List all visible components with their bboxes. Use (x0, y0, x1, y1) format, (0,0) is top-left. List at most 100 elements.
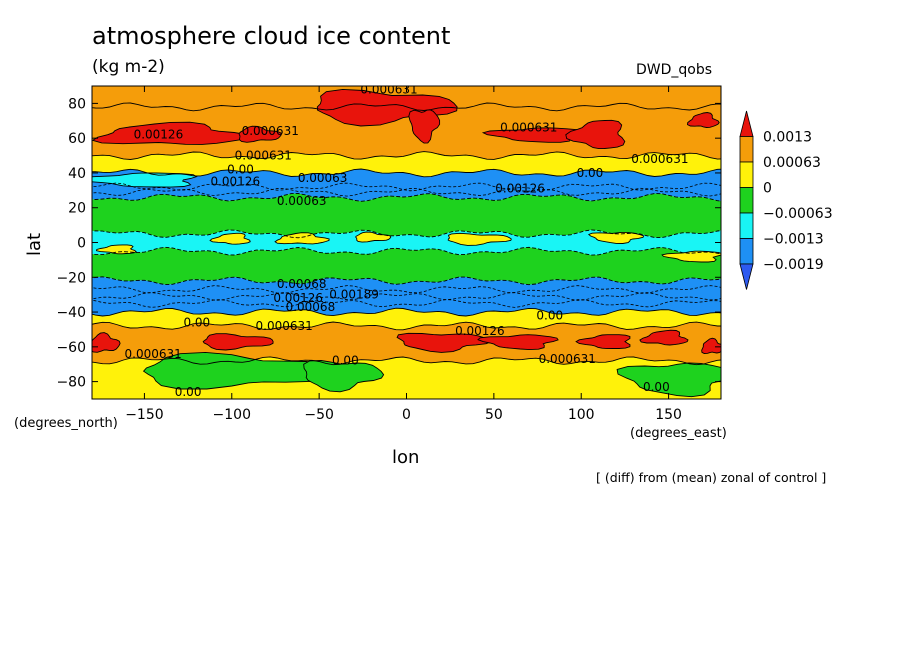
contour-line (92, 321, 721, 331)
contour-label: 0.000631 (256, 319, 313, 333)
y-tick-label: −40 (56, 305, 86, 321)
colorbar-label: −0.00063 (763, 206, 833, 222)
y-tick-label: 60 (68, 131, 86, 147)
contour-region (447, 232, 512, 246)
y-axis-units: (degrees_north) (14, 416, 118, 431)
contour-label: 0.000631 (125, 347, 182, 361)
contour-label: 0.00 (183, 315, 210, 329)
colorbar-segment (739, 238, 754, 265)
contour-label: 0.00 (227, 162, 254, 176)
contour-label: 0.000631 (235, 149, 292, 163)
contour-line-dashed (92, 285, 721, 294)
contour-line (92, 307, 721, 317)
contour-label: 0.00063 (277, 194, 327, 208)
zonal-band (92, 229, 721, 256)
contour-region (396, 332, 492, 353)
colorbar-label: 0.0013 (763, 130, 812, 146)
contour-label: 0.00126 (495, 182, 545, 196)
zonal-band (92, 308, 721, 330)
contour-line-dashed (92, 292, 721, 301)
zonal-band (92, 151, 721, 177)
colorbar-segment (739, 212, 754, 239)
colorbar-arrow-bottom (739, 263, 754, 290)
contour-label: 0.000631 (242, 124, 299, 138)
contour-label: 0.00 (536, 309, 563, 323)
colorbar-segment (739, 161, 754, 188)
colorbar-label: −0.0013 (763, 232, 824, 248)
y-tick-label: 40 (68, 166, 86, 182)
contour-label: 0.00126 (455, 324, 505, 338)
colorbar-segment (739, 136, 754, 163)
contour-label: 0.00189 (329, 288, 379, 302)
contour-line-dashed (92, 299, 721, 308)
colorbar-label: 0.00063 (763, 155, 821, 171)
x-tick-label: −50 (304, 407, 334, 423)
footnote: [ (diff) from (mean) zonal of control ] (596, 470, 827, 485)
contour-region (209, 232, 251, 245)
contour-line (92, 168, 721, 178)
colorbar-segment (739, 187, 754, 214)
contour-line-dashed (92, 187, 721, 197)
contour-region (355, 231, 392, 243)
y-tick-label: −60 (56, 340, 86, 356)
chart-units: (kg m-2) (92, 57, 165, 77)
x-axis-units: (degrees_east) (630, 426, 727, 441)
contour-line (92, 151, 721, 160)
y-tick-label: −80 (56, 375, 86, 391)
contour-region (477, 334, 559, 351)
y-tick-label: −20 (56, 270, 86, 286)
y-tick-label: 80 (68, 96, 86, 112)
x-tick-label: 0 (402, 407, 411, 423)
y-tick-label: 20 (68, 201, 86, 217)
contour-label: 0.00068 (277, 277, 327, 291)
contour-label: 0.00068 (286, 300, 336, 314)
contour-line (92, 246, 721, 256)
contour-label: 0.00 (643, 380, 670, 394)
contour-region (575, 334, 631, 350)
contour-line-dashed (92, 182, 721, 192)
zonal-band (92, 193, 721, 238)
contour-label: 0.000631 (500, 121, 557, 135)
colorbar-arrow-top (739, 110, 754, 137)
zonal-band (92, 247, 721, 285)
contour-region (639, 329, 689, 346)
contour-region (565, 119, 626, 150)
contour-label: 0.000631 (539, 352, 596, 366)
dataset-label: DWD_qobs (636, 62, 713, 78)
contour-label: 0.00126 (273, 291, 323, 305)
contour-region (316, 88, 458, 127)
contour-region (687, 112, 720, 128)
contour-region (303, 360, 385, 393)
contour-label: 0.00126 (210, 175, 260, 189)
contour-region (701, 337, 721, 354)
x-tick-label: 100 (568, 407, 595, 423)
zonal-band (92, 103, 721, 160)
contour-label: 0.000631 (360, 82, 417, 96)
contour-label: 0.00063 (298, 171, 348, 185)
contour-label: 0.00126 (134, 128, 184, 142)
contour-label: 0.00 (332, 354, 359, 368)
colorbar-label: −0.0019 (763, 257, 824, 273)
contour-region (202, 333, 274, 351)
contour-line (92, 102, 721, 112)
contour-region (408, 109, 441, 144)
contour-line (92, 193, 721, 202)
contour-region (587, 231, 645, 244)
x-tick-label: 150 (655, 407, 682, 423)
contour-line (92, 356, 721, 366)
x-tick-label: −150 (125, 407, 163, 423)
chart-title: atmosphere cloud ice content (92, 22, 451, 50)
contour-label: 0.00 (175, 385, 202, 399)
zonal-band (92, 276, 721, 316)
contour-region (481, 127, 585, 143)
x-tick-label: −100 (213, 407, 251, 423)
contour-label: 0.000631 (631, 152, 688, 166)
contour-region (92, 121, 251, 145)
contour-label: 0.00 (577, 166, 604, 180)
y-tick-label: 0 (77, 236, 86, 252)
contour-region (238, 125, 282, 143)
x-tick-label: 50 (485, 407, 503, 423)
contour-region (142, 351, 337, 390)
